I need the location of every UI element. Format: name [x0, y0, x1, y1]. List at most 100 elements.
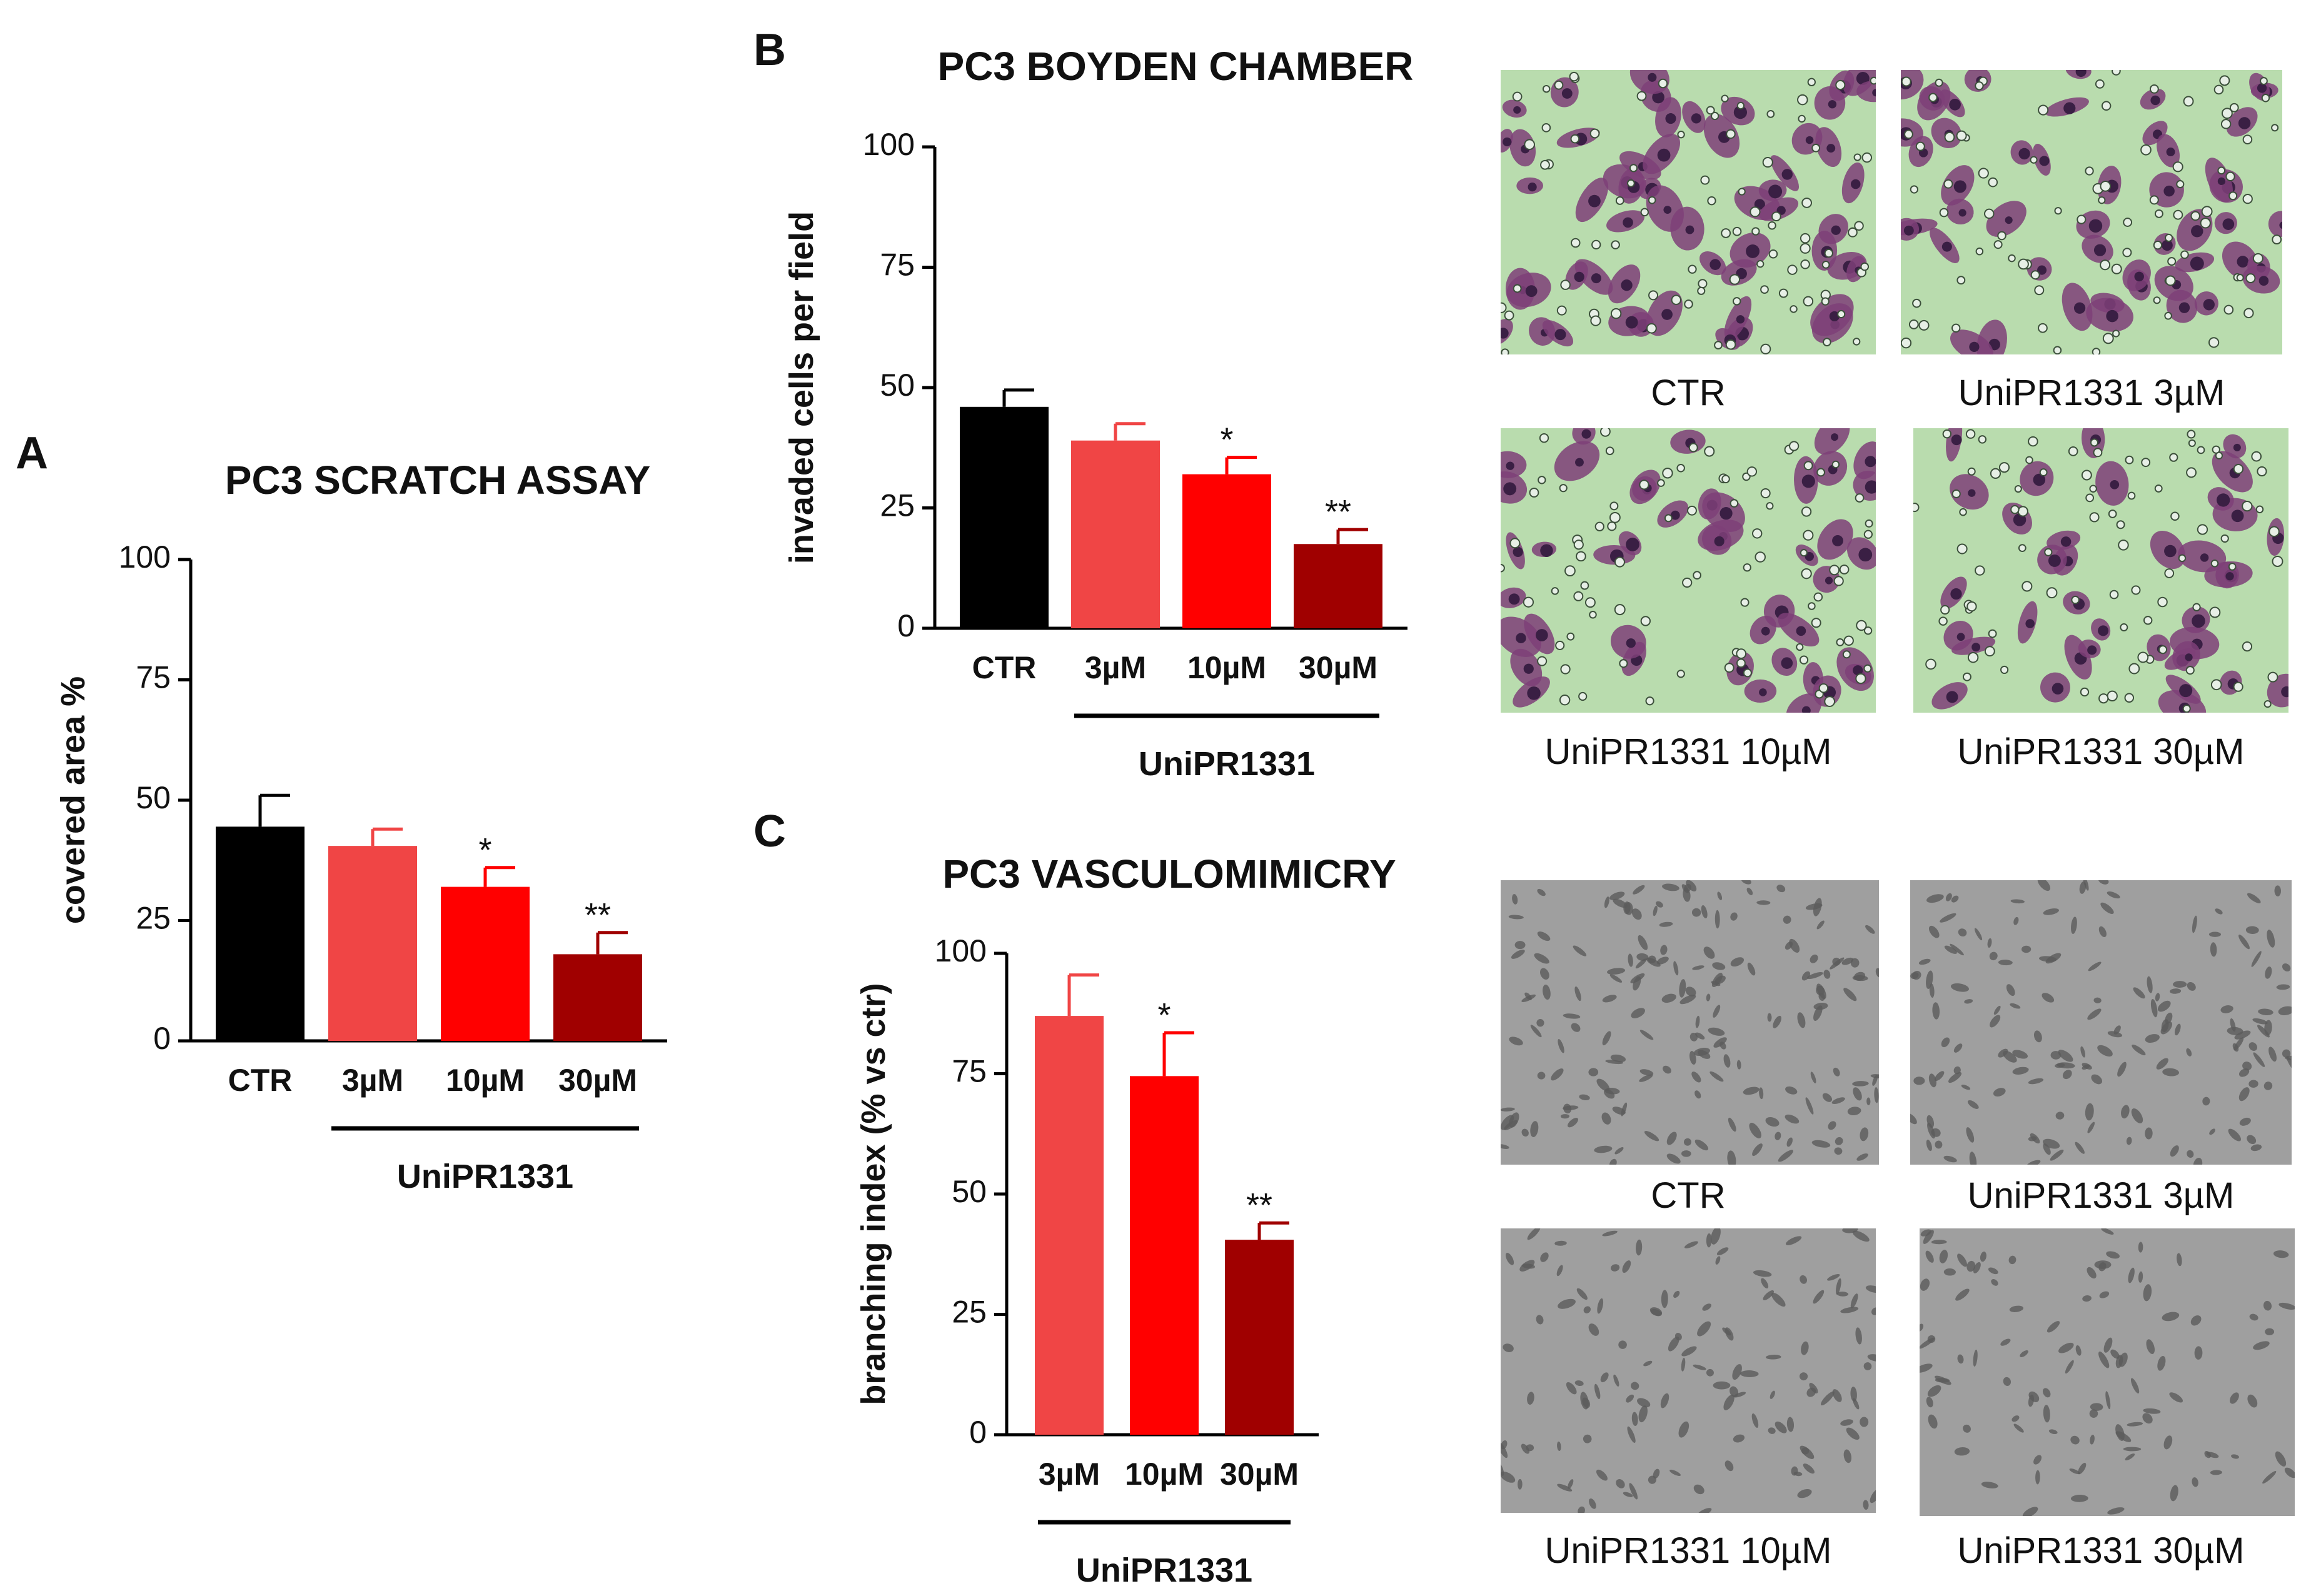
phase-cell — [2058, 1342, 2074, 1353]
cell-nucleus — [1831, 433, 1839, 441]
phase-cell — [1521, 1128, 1529, 1137]
phase-cell — [1557, 1441, 1561, 1451]
significance-marker: * — [478, 831, 491, 869]
phase-cell — [1923, 1230, 1934, 1244]
phase-cell — [1597, 1298, 1604, 1314]
phase-cell — [2233, 1037, 2244, 1051]
membrane-pore — [1578, 691, 1588, 701]
phase-cell — [2106, 1251, 2120, 1259]
phase-cell — [1685, 986, 1696, 996]
phase-cell — [1958, 928, 1967, 937]
cell-nucleus — [1626, 538, 1639, 551]
phase-cell — [1558, 1298, 1576, 1309]
cell-nucleus — [1523, 663, 1534, 674]
membrane-pore — [1818, 683, 1829, 693]
phase-cell — [1809, 1383, 1818, 1393]
x-tick-label: 10µM — [446, 1063, 525, 1098]
membrane-pore — [1990, 468, 2001, 479]
phase-cell — [2286, 1056, 2292, 1072]
membrane-pore — [2178, 554, 2187, 563]
phase-cell — [1929, 983, 1935, 998]
y-axis-label: invaded cells per field — [783, 211, 820, 564]
membrane-pore — [1824, 248, 1833, 258]
cell-nucleus — [1829, 311, 1840, 322]
phase-cell — [2264, 1020, 2272, 1036]
phase-cell — [1639, 1074, 1653, 1082]
membrane-pore — [1824, 696, 1836, 708]
cell-nucleus — [1536, 629, 1548, 641]
cell-nucleus — [2025, 619, 2035, 628]
cell-nucleus — [1575, 458, 1584, 467]
membrane-pore — [1738, 188, 1746, 196]
phase-cell — [1935, 1375, 1951, 1385]
phase-cell — [1805, 1097, 1814, 1115]
phase-cell — [1775, 1421, 1787, 1433]
membrane-pore — [1743, 668, 1752, 678]
membrane-pore — [2187, 429, 2196, 439]
phase-cell — [1536, 1315, 1544, 1325]
phase-cell — [1691, 908, 1701, 917]
cell-nucleus — [2048, 555, 2061, 567]
membrane-pore — [1800, 243, 1811, 254]
phase-cell — [2208, 931, 2222, 937]
phase-cell — [2253, 1341, 2270, 1350]
phase-cell — [1596, 1078, 1610, 1092]
cell-nucleus — [1714, 536, 1724, 546]
phase-cell — [1509, 1036, 1523, 1046]
phase-cell — [1706, 1368, 1714, 1377]
membrane-pore — [1865, 519, 1873, 528]
membrane-pore — [1813, 592, 1823, 602]
phase-cell — [1863, 1500, 1869, 1510]
cell-nucleus — [1691, 113, 1702, 124]
chart-title: PC3 SCRATCH ASSAY — [225, 458, 650, 503]
membrane-pore — [1729, 274, 1741, 285]
phase-cell — [1588, 1068, 1599, 1077]
phase-cell — [2043, 1405, 2050, 1423]
phase-cell — [1506, 1252, 1514, 1265]
membrane-pore — [1569, 71, 1579, 82]
membrane-pore — [2173, 209, 2183, 220]
phase-cell — [1623, 901, 1631, 915]
micrograph-content — [1920, 1228, 2295, 1516]
phase-cell — [1583, 1434, 1592, 1443]
membrane-pore — [2271, 124, 2279, 132]
phase-cell — [1801, 1341, 1809, 1355]
micrograph — [1501, 1228, 1876, 1513]
phase-cell — [1622, 1260, 1631, 1273]
membrane-pore — [1821, 261, 1830, 269]
phase-cell — [2274, 885, 2281, 896]
phase-cell — [1649, 1307, 1663, 1316]
phase-cell — [1852, 1230, 1870, 1242]
membrane-pore — [1571, 238, 1581, 248]
phase-cell — [1574, 986, 1581, 1001]
membrane-pore — [2101, 101, 2112, 111]
membrane-pore — [1854, 221, 1864, 231]
membrane-pore — [2267, 671, 2278, 683]
phase-cell — [2147, 976, 2153, 993]
phase-cell — [2234, 1030, 2251, 1040]
membrane-pore — [1768, 221, 1776, 230]
membrane-pore — [1811, 618, 1821, 628]
phase-cell — [2220, 1005, 2233, 1013]
cell-nucleus — [1946, 691, 1958, 703]
phase-cell — [1920, 1363, 1933, 1373]
cell-nucleus — [2037, 265, 2047, 275]
phase-cell — [1616, 1478, 1625, 1488]
phase-cell — [2187, 1150, 2194, 1158]
membrane-pore — [1863, 664, 1872, 673]
phase-cell — [1537, 931, 1551, 941]
cell-nucleus — [2060, 536, 2072, 547]
phase-cell — [1681, 884, 1689, 893]
phase-cell — [1602, 1230, 1618, 1237]
phase-cell — [2050, 1051, 2062, 1060]
phase-cell — [1990, 1015, 2001, 1028]
phase-cell — [2033, 1030, 2042, 1043]
phase-cell — [2278, 1006, 2292, 1016]
membrane-pore — [1704, 446, 1715, 457]
phase-cell — [2143, 1284, 2152, 1302]
phase-cell — [1636, 1239, 1643, 1256]
phase-cell — [1733, 1434, 1745, 1443]
membrane-pore — [1591, 239, 1601, 250]
phase-cell — [1743, 1087, 1760, 1095]
cell-nucleus — [1501, 328, 1509, 339]
